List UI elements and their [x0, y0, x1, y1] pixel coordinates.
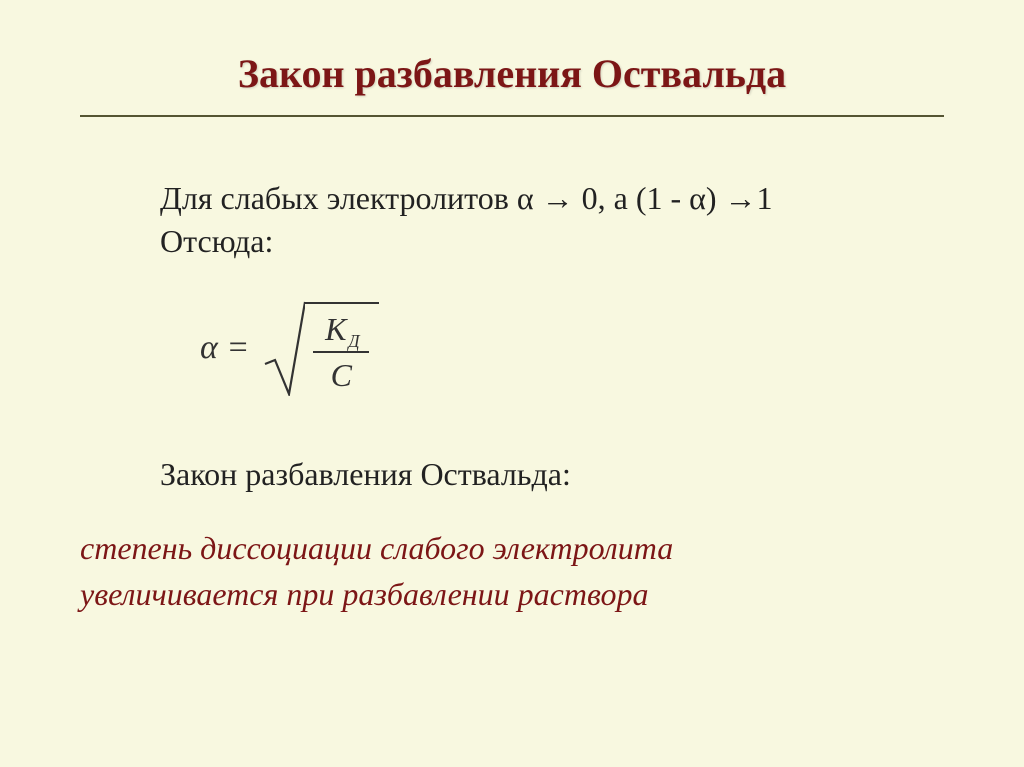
fraction-numerator: КД — [321, 307, 361, 351]
premise-line-1: Для слабых электролитов α → 0, а (1 - α)… — [160, 177, 944, 220]
slide: Закон разбавления Оствальда Для слабых э… — [0, 0, 1024, 767]
formula-alpha-equals: α = — [200, 325, 263, 371]
body-text: Для слабых электролитов α → 0, а (1 - α)… — [160, 177, 944, 497]
title-rule — [80, 115, 944, 117]
fraction-denominator: С — [327, 353, 356, 397]
slide-title: Закон разбавления Оствальда — [80, 50, 944, 97]
formula: α = КД С — [200, 293, 944, 403]
radical-icon — [263, 300, 305, 396]
fraction: КД С — [305, 302, 379, 396]
numerator-symbol: К — [325, 311, 346, 347]
premise-line-2: Отсюда: — [160, 220, 944, 263]
statement-line-1: степень диссоциации слабого электролита — [80, 525, 944, 571]
statement-line-2: увеличивается при разбавлении раствора — [80, 571, 944, 617]
sqrt-symbol: КД С — [263, 300, 379, 396]
law-label: Закон разбавления Оствальда: — [160, 453, 944, 496]
law-statement: степень диссоциации слабого электролита … — [80, 525, 944, 618]
numerator-subscript: Д — [348, 331, 359, 351]
